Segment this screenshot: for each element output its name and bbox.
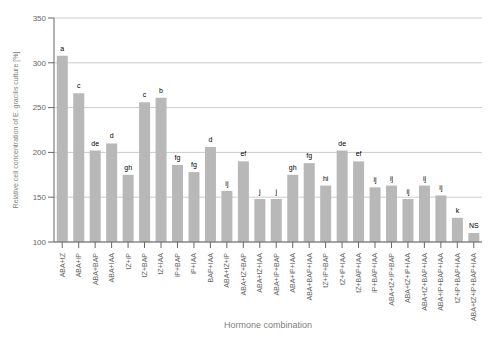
svg-text:tZ+iP: tZ+iP — [125, 253, 132, 270]
svg-text:ij: ij — [374, 176, 378, 184]
svg-text:300: 300 — [33, 59, 47, 68]
svg-text:ABA+tZ+BAP: ABA+tZ+BAP — [240, 253, 247, 296]
svg-text:ef: ef — [240, 150, 246, 157]
svg-text:tZ+iP+IAA: tZ+iP+IAA — [339, 253, 346, 285]
svg-text:Hormone combination: Hormone combination — [224, 320, 312, 328]
svg-text:200: 200 — [33, 148, 47, 157]
svg-text:ABA+tZ+iP+BAP+IAA: ABA+tZ+iP+BAP+IAA — [470, 253, 477, 321]
svg-text:ABA+tZ: ABA+tZ — [59, 252, 66, 277]
svg-text:ef: ef — [356, 150, 362, 157]
svg-text:ij: ij — [225, 180, 229, 188]
svg-text:j: j — [275, 188, 278, 196]
svg-text:tZ+IAA: tZ+IAA — [157, 253, 164, 275]
svg-text:fg: fg — [306, 152, 312, 160]
svg-text:ABA+iP: ABA+iP — [75, 253, 82, 278]
svg-text:ABA+tZ+iP: ABA+tZ+iP — [223, 253, 230, 288]
svg-text:150: 150 — [33, 193, 47, 202]
svg-text:ABA+iP+IAA: ABA+iP+IAA — [289, 253, 296, 293]
svg-text:j: j — [258, 188, 261, 196]
svg-text:ABA+BAP+IAA: ABA+BAP+IAA — [306, 253, 313, 301]
svg-text:ij: ij — [439, 184, 443, 192]
svg-text:NS: NS — [469, 222, 479, 229]
svg-text:fg: fg — [175, 154, 181, 162]
svg-text:ABA+tZ+iP+BAP: ABA+tZ+iP+BAP — [388, 253, 395, 306]
svg-text:d: d — [208, 136, 212, 143]
svg-text:350: 350 — [33, 14, 47, 23]
svg-text:tZ+BAP+IAA: tZ+BAP+IAA — [355, 253, 362, 293]
svg-text:100: 100 — [33, 238, 47, 247]
svg-text:tZ+iP+BAP+IAA: tZ+iP+BAP+IAA — [454, 253, 461, 303]
svg-text:ABA+IAA: ABA+IAA — [108, 253, 115, 283]
svg-text:BAP+IAA: BAP+IAA — [207, 253, 214, 283]
svg-text:d: d — [110, 132, 114, 139]
svg-text:ABA+tZ+BAP+IAA: ABA+tZ+BAP+IAA — [421, 253, 428, 311]
svg-text:k: k — [456, 207, 460, 214]
svg-text:hi: hi — [323, 175, 329, 182]
svg-text:ij: ij — [423, 175, 427, 183]
svg-text:a: a — [60, 45, 64, 52]
svg-text:ABA+tZ+IAA: ABA+tZ+IAA — [256, 253, 263, 293]
svg-text:gh: gh — [124, 164, 132, 172]
svg-text:tZ+iP+BAP: tZ+iP+BAP — [322, 253, 329, 288]
svg-text:ABA+BAP: ABA+BAP — [92, 253, 99, 285]
svg-text:ABA+iP+BAP: ABA+iP+BAP — [273, 253, 280, 296]
svg-text:de: de — [91, 140, 99, 147]
svg-text:Relative cell concentration of: Relative cell concentration of E. gracil… — [12, 52, 20, 209]
svg-text:de: de — [338, 140, 346, 147]
svg-text:ABA+tZ+iP+IAA: ABA+tZ+iP+IAA — [404, 253, 411, 303]
svg-text:c: c — [143, 91, 147, 98]
svg-text:c: c — [77, 82, 81, 89]
svg-text:iP+BAP: iP+BAP — [174, 253, 181, 278]
svg-text:ij: ij — [390, 175, 394, 183]
svg-text:ABA+iP+BAP+IAA: ABA+iP+BAP+IAA — [437, 253, 444, 311]
svg-text:b: b — [159, 87, 163, 94]
svg-text:250: 250 — [33, 103, 47, 112]
svg-text:iP+IAA: iP+IAA — [190, 253, 197, 275]
svg-text:ij: ij — [406, 188, 410, 196]
svg-text:gh: gh — [289, 164, 297, 172]
svg-text:iP+BAP+IAA: iP+BAP+IAA — [371, 253, 378, 293]
svg-text:fg: fg — [191, 161, 197, 169]
svg-text:tZ+BAP: tZ+BAP — [141, 253, 148, 278]
